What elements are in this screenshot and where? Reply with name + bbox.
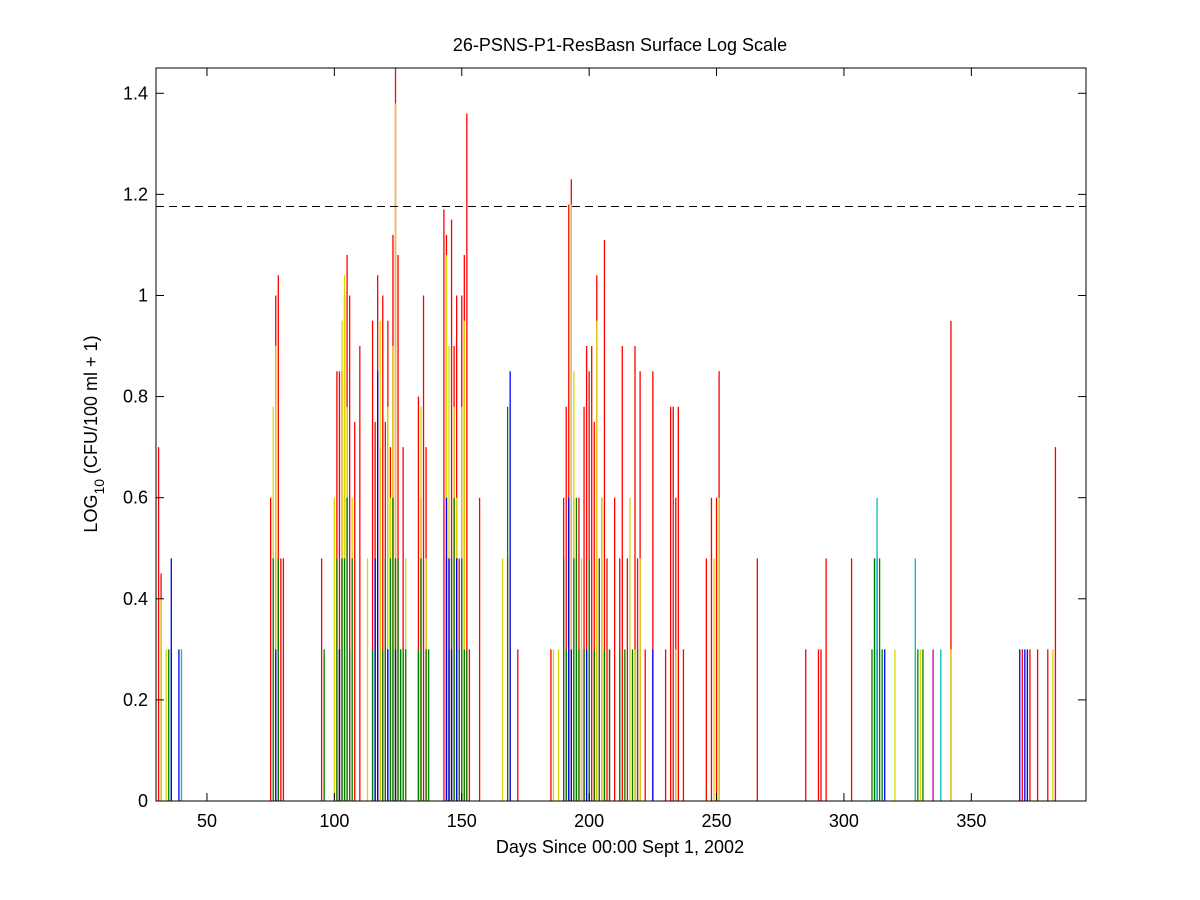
y-tick-label: 1.2 (123, 184, 148, 204)
x-tick-label: 250 (702, 811, 732, 831)
chart-title: 26-PSNS-P1-ResBasn Surface Log Scale (453, 35, 787, 55)
plot-frame (155, 67, 1087, 802)
x-axis-label: Days Since 00:00 Sept 1, 2002 (496, 837, 744, 857)
y-tick-label: 0.4 (123, 589, 148, 609)
x-tick-label: 50 (197, 811, 217, 831)
x-tick-label: 100 (319, 811, 349, 831)
y-axis-label: LOG10 (CFU/100 ml + 1) (81, 335, 107, 532)
y-tick-label: 0.2 (123, 690, 148, 710)
y-axis-label-suffix: (CFU/100 ml + 1) (81, 335, 101, 479)
y-axis-label-prefix: LOG (81, 495, 101, 533)
y-tick-label: 0.8 (123, 387, 148, 407)
x-tick-label: 300 (829, 811, 859, 831)
x-ticks: 50 100 150 200 250 300 350 (197, 68, 986, 831)
y-tick-label: 1.4 (123, 83, 148, 103)
x-tick-label: 150 (447, 811, 477, 831)
y-ticks: 0 0.2 0.4 0.6 0.8 1 1.2 1.4 (123, 83, 1086, 811)
y-axis-label-subscript: 10 (91, 479, 107, 495)
bars (157, 68, 1057, 801)
x-tick-label: 200 (574, 811, 604, 831)
y-tick-label: 0 (138, 791, 148, 811)
y-tick-label: 0.6 (123, 488, 148, 508)
y-tick-label: 1 (138, 285, 148, 305)
x-tick-label: 350 (956, 811, 986, 831)
